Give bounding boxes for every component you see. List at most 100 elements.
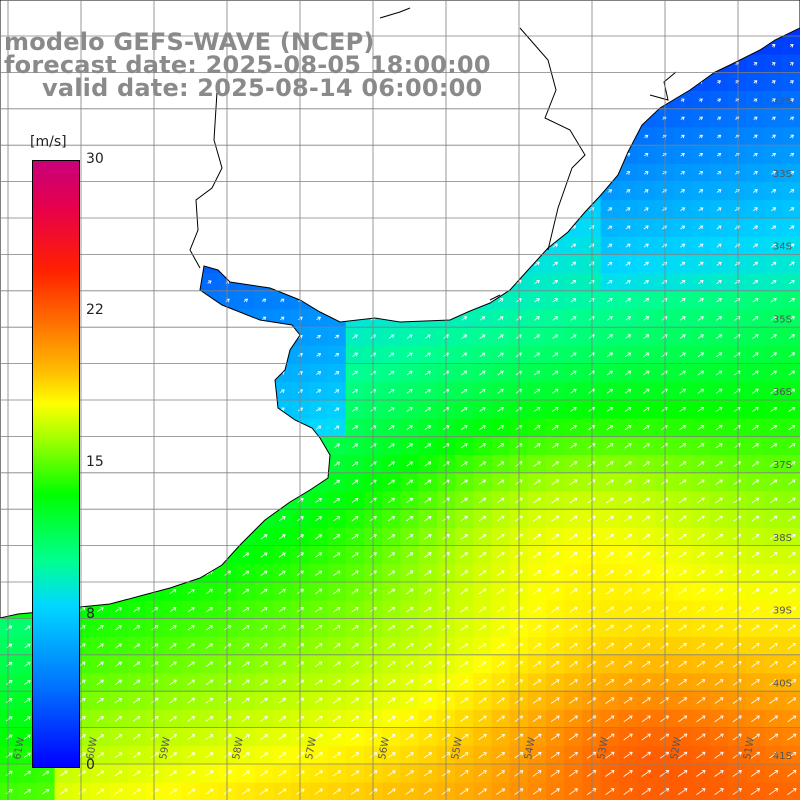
wind-arrow [497, 443, 505, 449]
wind-arrow [314, 697, 323, 704]
wind-speed-cell [564, 582, 583, 602]
wind-arrow [150, 752, 159, 759]
wind-arrow [696, 534, 705, 540]
wind-speed-cell [673, 273, 693, 292]
wind-arrow [789, 207, 795, 212]
wind-arrow [678, 715, 688, 723]
wind-speed-cell [764, 564, 784, 583]
wind-arrow [552, 243, 558, 248]
wind-arrow [715, 497, 723, 504]
wind-speed-cell [691, 527, 711, 547]
wind-arrow [550, 752, 560, 759]
wind-arrow [24, 716, 31, 722]
wind-arrow [278, 661, 287, 668]
wind-speed-cell [564, 291, 583, 310]
wind-arrow [568, 752, 579, 759]
wind-arrow [697, 443, 705, 449]
wind-arrow [169, 661, 177, 667]
wind-speed-cell [764, 473, 784, 492]
wind-arrow [714, 733, 724, 741]
wind-speed-cell [637, 509, 656, 529]
wind-speed-cell [473, 418, 492, 438]
wind-speed-cell [709, 254, 729, 274]
wind-arrow [697, 479, 705, 486]
wind-speed-cell [455, 418, 474, 438]
wind-speed-cell [564, 600, 583, 620]
land-mask [0, 0, 800, 619]
wind-arrow [643, 207, 649, 212]
wind-arrow [479, 407, 486, 412]
wind-speed-cell [637, 309, 656, 329]
wind-speed-cell [600, 436, 620, 456]
wind-speed-cell [145, 764, 165, 784]
wind-speed-cell [691, 637, 711, 656]
wind-arrow [714, 715, 724, 723]
wind-speed-cell [618, 436, 638, 456]
wind-arrow [260, 552, 268, 558]
wind-speed-cell [291, 655, 310, 674]
wind-arrow [388, 352, 395, 358]
wind-arrow [696, 643, 706, 650]
wind-speed-cell [473, 655, 492, 674]
wind-arrow [569, 679, 578, 686]
wind-arrow [460, 679, 469, 686]
wind-speed-cell [145, 673, 165, 693]
wind-arrow [423, 661, 432, 668]
wind-arrow [314, 625, 323, 631]
wind-arrow [716, 134, 722, 139]
wind-arrow [568, 733, 579, 741]
wind-speed-cell [455, 637, 474, 656]
wind-speed-cell [400, 637, 420, 656]
wind-arrow [405, 570, 414, 577]
wind-speed-cell [309, 582, 329, 602]
wind-speed-cell [273, 600, 292, 620]
wind-arrow [533, 461, 541, 467]
wind-arrow [697, 370, 705, 376]
wind-arrow [623, 770, 633, 777]
wind-speed-cell [254, 728, 274, 747]
wind-speed-cell [309, 491, 329, 511]
wind-speed-cell [728, 200, 747, 219]
wind-speed-cell [637, 436, 656, 456]
wind-speed-cell [709, 400, 729, 420]
wind-arrow [424, 370, 431, 376]
wind-speed-cell [218, 618, 238, 638]
wind-speed-cell [0, 728, 19, 747]
wind-arrow [187, 770, 196, 777]
wind-speed-cell [746, 364, 765, 383]
wind-arrow [332, 697, 341, 704]
wind-arrow [696, 515, 705, 522]
wind-arrow [479, 370, 486, 376]
wind-arrow [641, 679, 651, 686]
longitude-label: 60W [85, 736, 100, 760]
wind-speed-cell [691, 364, 711, 383]
wind-arrow [624, 497, 632, 504]
wind-speed-cell [527, 582, 547, 602]
wind-arrow [315, 570, 323, 576]
wind-arrow [698, 153, 704, 157]
wind-arrow [388, 334, 395, 339]
wind-arrow [532, 570, 542, 577]
wind-speed-cell [728, 746, 747, 765]
wind-speed-cell [309, 709, 329, 729]
colorbar-tick-22: 22 [86, 302, 104, 318]
wind-speed-cell [382, 655, 401, 674]
wind-speed-cell [564, 655, 583, 674]
wind-arrow [569, 588, 578, 595]
wind-arrow [623, 534, 633, 540]
wind-arrow [424, 497, 432, 504]
wind-speed-cell [746, 527, 765, 547]
wind-speed-cell [327, 364, 347, 383]
wind-speed-cell [564, 400, 583, 420]
wind-arrow [332, 661, 341, 668]
wind-arrow [5, 789, 13, 795]
wind-speed-cell [691, 273, 711, 292]
wind-speed-cell [764, 491, 784, 511]
wind-arrow [260, 697, 268, 704]
wind-speed-cell [673, 382, 693, 401]
wind-arrow [587, 570, 596, 577]
wind-arrow [678, 661, 687, 668]
wind-speed-cell [618, 691, 638, 711]
wind-arrow [752, 407, 759, 412]
wind-speed-cell [691, 564, 711, 583]
